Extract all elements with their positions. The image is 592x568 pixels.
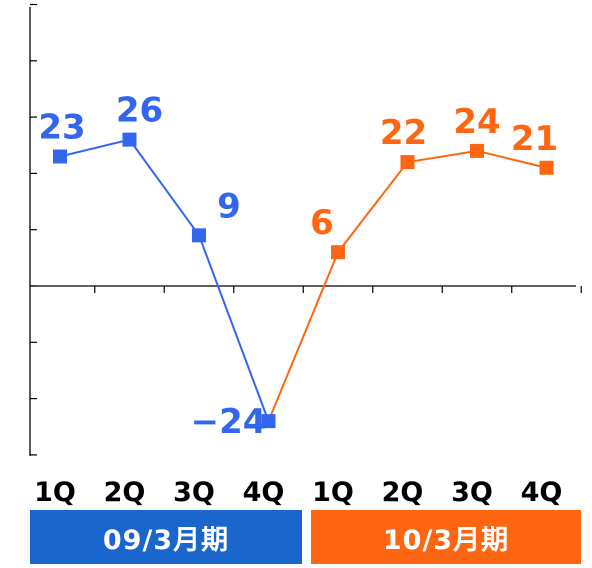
series-connector (267, 251, 339, 422)
axes (29, 3, 582, 456)
data-marker (261, 414, 276, 429)
x-tick-label: 4Q (521, 477, 563, 508)
x-tick-label: 2Q (104, 477, 146, 508)
data-marker (400, 155, 415, 170)
series-lines (59, 138, 547, 422)
data-label: 23 (38, 108, 85, 148)
period-label-fy10: 10/3月期 (382, 524, 510, 556)
period-band-fy09: 09/3月期 (30, 510, 302, 564)
data-marker (122, 132, 137, 147)
x-tick-labels: 1Q 2Q 3Q 4Q 1Q 2Q 3Q 4Q (34, 477, 562, 508)
series-line (337, 149, 547, 253)
series-line (59, 138, 270, 422)
data-labels: 23 26 9 −24 6 22 24 21 (38, 91, 558, 442)
data-label: 24 (453, 102, 500, 142)
x-tick-label: 4Q (243, 477, 285, 508)
x-tick-label: 3Q (451, 477, 493, 508)
x-tick-label: 2Q (382, 477, 424, 508)
data-marker (470, 143, 484, 158)
data-marker (53, 149, 67, 164)
data-marker (331, 245, 345, 260)
data-label: 22 (380, 113, 427, 153)
period-band-fy10: 10/3月期 (311, 510, 581, 564)
data-markers (53, 132, 554, 429)
x-tick-label: 1Q (34, 477, 76, 508)
x-tick-label: 1Q (312, 477, 354, 508)
data-marker (192, 228, 206, 243)
data-label: 21 (511, 119, 558, 159)
data-marker (539, 160, 554, 175)
data-label: 9 (217, 186, 241, 226)
x-tick-label: 3Q (173, 477, 215, 508)
data-label: −24 (191, 402, 267, 442)
period-label-fy09: 09/3月期 (102, 524, 230, 556)
data-label: 6 (310, 203, 334, 243)
data-label: 26 (116, 91, 163, 131)
